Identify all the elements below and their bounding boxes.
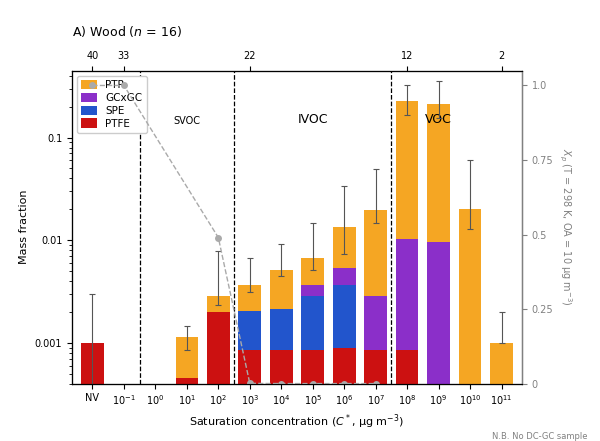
Legend: PTR, GCxGC, SPE, PTFE: PTR, GCxGC, SPE, PTFE [77, 76, 146, 133]
Text: VOC: VOC [425, 113, 452, 126]
Bar [333, 348, 356, 441]
Y-axis label: Mass fraction: Mass fraction [19, 190, 29, 264]
Bar [207, 296, 230, 312]
Bar [270, 309, 293, 350]
Bar [364, 350, 387, 441]
Text: A) Wood ($n$ = 16): A) Wood ($n$ = 16) [72, 24, 182, 39]
Y-axis label: $X_p$ (T = 298 K, OA = 10 μg m$^{-3}$): $X_p$ (T = 298 K, OA = 10 μg m$^{-3}$) [557, 148, 573, 306]
Bar [301, 258, 324, 285]
Bar [427, 243, 450, 441]
Bar [207, 312, 230, 441]
Bar [364, 296, 387, 350]
Bar [459, 209, 481, 441]
Text: IVOC: IVOC [298, 113, 328, 126]
Bar [364, 209, 387, 296]
Bar [238, 284, 261, 311]
Bar [333, 227, 356, 268]
Bar [333, 268, 356, 284]
Bar [396, 239, 418, 350]
Text: LVOC/
ELVOC: LVOC/ ELVOC [102, 105, 133, 126]
Bar [238, 350, 261, 441]
Bar [427, 104, 450, 243]
X-axis label: Saturation concentration ($C^*$, μg m$^{-3}$): Saturation concentration ($C^*$, μg m$^{… [190, 413, 404, 431]
Bar [396, 101, 418, 239]
Bar [176, 378, 198, 441]
Bar [238, 311, 261, 350]
Bar [301, 350, 324, 441]
Bar [81, 343, 104, 441]
Bar [490, 343, 513, 441]
Text: N.B. No DC-GC sample: N.B. No DC-GC sample [493, 432, 588, 441]
Bar [176, 336, 198, 378]
Bar [301, 285, 324, 296]
Bar [270, 350, 293, 441]
Bar [301, 296, 324, 350]
Text: SVOC: SVOC [173, 116, 200, 126]
Bar [396, 350, 418, 441]
Bar [270, 270, 293, 309]
Bar [333, 284, 356, 348]
